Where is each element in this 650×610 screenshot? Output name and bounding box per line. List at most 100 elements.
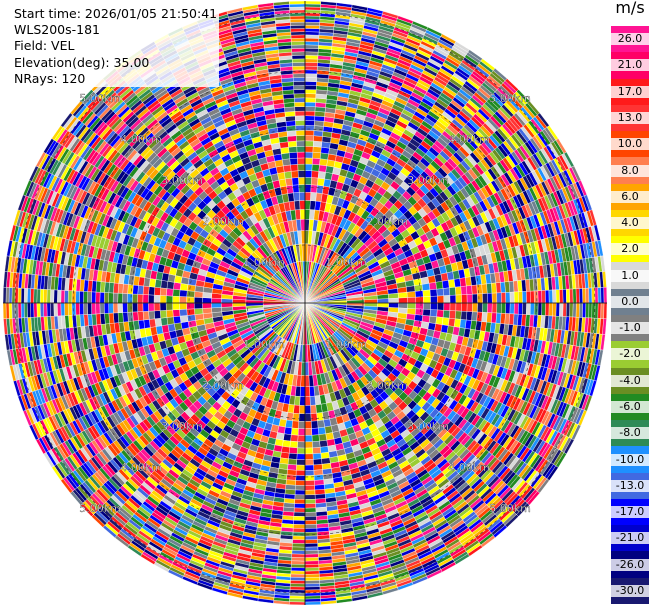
velocity-gate — [75, 302, 80, 316]
velocity-gate — [304, 470, 315, 476]
velocity-gate — [304, 110, 316, 117]
velocity-gate — [232, 302, 247, 307]
velocity-gate — [137, 311, 144, 321]
velocity-gate — [481, 283, 488, 294]
velocity-gate — [299, 386, 306, 397]
velocity-gate — [104, 302, 109, 314]
velocity-gate — [319, 158, 328, 166]
velocity-gate — [442, 280, 450, 289]
velocity-gate — [202, 297, 212, 304]
velocity-gate — [202, 307, 213, 314]
velocity-gate — [194, 313, 204, 321]
velocity-gate — [304, 65, 318, 71]
velocity-gate — [304, 583, 321, 588]
velocity-gate — [477, 302, 483, 313]
velocity-gate — [304, 405, 311, 414]
velocity-gate — [312, 152, 321, 159]
velocity-gate — [127, 311, 134, 322]
velocity-gate — [289, 440, 298, 449]
velocity-gate — [304, 435, 313, 443]
velocity-gate — [430, 295, 438, 304]
velocity-gate — [159, 287, 168, 296]
velocity-gate — [291, 557, 306, 562]
velocity-gate — [555, 289, 560, 304]
velocity-gate — [108, 292, 114, 304]
velocity-gate — [290, 570, 306, 575]
velocity-gate — [304, 177, 312, 185]
velocity-gate — [159, 302, 167, 311]
velocity-gate — [311, 170, 319, 179]
velocity-gate — [95, 302, 101, 315]
velocity-gate — [122, 302, 128, 313]
velocity-gate — [304, 69, 318, 75]
velocity-gate — [154, 310, 161, 319]
velocity-gate — [57, 302, 62, 317]
velocity-gate — [173, 315, 182, 324]
velocity-gate — [291, 550, 306, 555]
velocity-gate — [27, 288, 31, 304]
velocity-gate — [165, 302, 173, 311]
velocity-gate — [579, 302, 583, 318]
velocity-gate — [407, 302, 416, 309]
velocity-gate — [304, 106, 316, 112]
velocity-gate — [304, 44, 319, 49]
velocity-gate — [437, 295, 445, 304]
velocity-gate — [211, 302, 222, 309]
velocity-gate — [566, 288, 571, 304]
velocity-gate — [312, 146, 322, 153]
velocity-gate — [53, 302, 58, 317]
velocity-gate — [304, 125, 315, 131]
velocity-gate — [585, 302, 590, 319]
velocity-gate — [211, 307, 222, 313]
velocity-gate — [132, 302, 138, 313]
velocity-gate — [179, 302, 187, 310]
velocity-gate — [112, 302, 119, 314]
velocity-gate — [304, 0, 321, 5]
velocity-gate — [166, 316, 175, 325]
velocity-gate — [293, 507, 306, 513]
velocity-gate — [314, 484, 325, 491]
velocity-gate — [314, 120, 325, 127]
velocity-gate — [443, 295, 451, 304]
velocity-gate — [318, 164, 327, 173]
velocity-gate — [53, 289, 58, 304]
velocity-gate — [304, 528, 318, 533]
velocity-gate — [428, 282, 437, 291]
velocity-gate — [211, 297, 222, 304]
velocity-gate — [496, 302, 502, 314]
velocity-gate — [575, 302, 580, 318]
velocity-gate — [148, 294, 155, 304]
velocity-gate — [186, 296, 195, 304]
velocity-gate — [421, 283, 431, 291]
velocity-gate — [304, 375, 310, 387]
velocity-gate — [117, 283, 124, 294]
velocity-gate — [142, 311, 150, 321]
velocity-gate — [486, 283, 493, 294]
velocity-gate — [430, 302, 438, 311]
velocity-gate — [60, 290, 65, 304]
velocity-gate — [289, 447, 298, 454]
velocity-gate — [148, 302, 155, 312]
velocity-gate — [548, 289, 553, 304]
velocity-gate — [292, 531, 306, 537]
velocity-gate — [64, 302, 69, 316]
velocity-gate — [79, 302, 84, 315]
velocity-gate — [104, 292, 109, 304]
velocity-gate — [304, 546, 319, 551]
velocity-gate — [295, 480, 306, 486]
velocity-gate — [297, 428, 306, 436]
velocity-gate — [310, 413, 318, 422]
velocity-gate — [304, 499, 316, 504]
velocity-gate — [112, 292, 119, 304]
velocity-gate — [304, 120, 315, 126]
velocity-gate — [472, 293, 478, 304]
velocity-gate — [496, 292, 502, 304]
velocity-gate — [79, 291, 84, 304]
velocity-gate — [293, 520, 306, 525]
velocity-gate — [312, 453, 322, 460]
velocity-gate — [304, 489, 316, 496]
velocity-gate — [202, 302, 212, 309]
velocity-gate — [292, 543, 306, 548]
velocity-gate — [423, 296, 431, 304]
velocity-gate — [555, 302, 560, 317]
